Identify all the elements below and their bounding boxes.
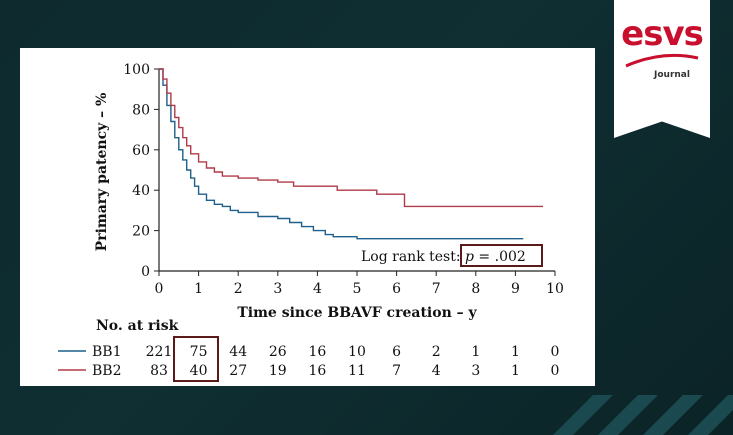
- x-tick-label: 2: [234, 281, 243, 297]
- x-tick-label: 1: [194, 281, 203, 297]
- x-axis-label: Time since BBAVF creation – y: [237, 305, 477, 321]
- p-label: p: [465, 249, 474, 265]
- x-tick-label: 7: [432, 281, 441, 297]
- chart-panel: 0 1 2 3 4 5 6 7 8 9 10 0 20 40 60 80 100 Primary patency…: [20, 48, 595, 386]
- x-tick-label: 5: [353, 281, 362, 297]
- risk-value: 6: [392, 344, 401, 360]
- risk-value: 83: [150, 363, 168, 379]
- risk-value: 40: [190, 363, 208, 379]
- risk-value: 4: [432, 363, 441, 379]
- risk-value: 1: [471, 344, 480, 360]
- risk-value: 0: [551, 344, 560, 360]
- y-tick-label: 60: [132, 143, 150, 159]
- p-value-highlight: [460, 244, 543, 267]
- log-rank-prefix: Log rank test:: [361, 249, 465, 265]
- p-value: = .002: [474, 249, 526, 265]
- risk-value: 44: [229, 344, 247, 360]
- risk-value: 221: [146, 344, 173, 360]
- chart-curves: [159, 68, 544, 240]
- y-tick-label: 80: [132, 102, 150, 118]
- x-tick-label: 9: [511, 281, 520, 297]
- risk-value: 27: [229, 363, 247, 379]
- y-tick-label: 100: [123, 62, 150, 78]
- x-tick-label: 6: [392, 281, 401, 297]
- logo-swoosh-icon: [625, 53, 699, 68]
- y-tick-label: 0: [141, 264, 150, 280]
- x-tick-label: 3: [273, 281, 282, 297]
- risk-value: 3: [471, 363, 480, 379]
- journal-logo-card: esvs Journal: [614, 0, 710, 138]
- risk-value: 7: [392, 363, 401, 379]
- risk-value: 11: [348, 363, 366, 379]
- x-tick-label: 10: [546, 281, 564, 297]
- x-tick-label: 4: [313, 281, 322, 297]
- y-tick-label: 20: [132, 224, 150, 240]
- risk-value: 10: [348, 344, 366, 360]
- journal-logo: esvs: [621, 14, 704, 54]
- risk-value: 1: [511, 344, 520, 360]
- risk-value: 0: [551, 363, 560, 379]
- x-tick-label: 0: [155, 281, 164, 297]
- risk-highlight-box: [173, 336, 219, 382]
- curve-bb1: [159, 68, 524, 240]
- risk-value: 1: [511, 363, 520, 379]
- decorative-stripes: [553, 395, 733, 435]
- x-tick-label: 8: [471, 281, 480, 297]
- risk-value: 16: [308, 363, 326, 379]
- risk-value: 16: [308, 344, 326, 360]
- risk-table-title: No. at risk: [96, 318, 179, 334]
- risk-value: 26: [269, 344, 287, 360]
- risk-value: 2: [432, 344, 441, 360]
- curve-bb2: [159, 68, 544, 208]
- risk-value: 75: [190, 344, 208, 360]
- y-tick-label: 40: [132, 183, 150, 199]
- y-axis-label: Primary patency – %: [94, 93, 110, 252]
- journal-logo-sub: Journal: [654, 70, 690, 80]
- log-rank-annotation: Log rank test: p = .002: [361, 249, 526, 265]
- risk-row-label: BB1: [92, 344, 121, 360]
- chart-labels: Primary patency – % Time since BBAVF cre…: [94, 93, 543, 321]
- risk-row-label: BB2: [92, 363, 121, 379]
- risk-value: 19: [269, 363, 287, 379]
